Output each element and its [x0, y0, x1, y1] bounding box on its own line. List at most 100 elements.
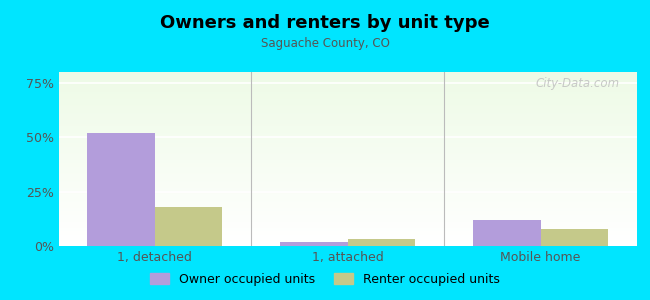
Bar: [58, 224, 637, 225]
Bar: [58, 169, 637, 170]
Bar: [58, 230, 637, 231]
Bar: [58, 134, 637, 135]
Bar: [58, 98, 637, 99]
Bar: [58, 237, 637, 238]
Bar: [58, 194, 637, 195]
Bar: [58, 139, 637, 140]
Bar: [58, 79, 637, 80]
Bar: [58, 118, 637, 119]
Bar: [58, 165, 637, 166]
Bar: [58, 72, 637, 73]
Bar: [58, 171, 637, 172]
Bar: [58, 111, 637, 112]
Bar: [58, 172, 637, 173]
Text: Saguache County, CO: Saguache County, CO: [261, 38, 389, 50]
Bar: [58, 75, 637, 76]
Bar: [58, 196, 637, 197]
Bar: [58, 78, 637, 79]
Bar: [58, 113, 637, 114]
Bar: [58, 203, 637, 204]
Bar: [58, 177, 637, 178]
Bar: [58, 117, 637, 118]
Bar: [58, 87, 637, 88]
Bar: [58, 180, 637, 181]
Bar: [58, 210, 637, 211]
Bar: [58, 105, 637, 106]
Bar: [58, 209, 637, 210]
Bar: [58, 244, 637, 245]
Bar: [58, 173, 637, 174]
Bar: [58, 77, 637, 78]
Legend: Owner occupied units, Renter occupied units: Owner occupied units, Renter occupied un…: [146, 268, 504, 291]
Bar: [58, 154, 637, 155]
Bar: [58, 185, 637, 186]
Bar: [58, 131, 637, 132]
Bar: [58, 231, 637, 232]
Bar: [58, 245, 637, 246]
Bar: [58, 222, 637, 223]
Bar: [87, 133, 155, 246]
Bar: [58, 208, 637, 209]
Bar: [58, 99, 637, 100]
Bar: [58, 167, 637, 168]
Bar: [58, 130, 637, 131]
Bar: [58, 211, 637, 212]
Bar: [58, 83, 637, 84]
Bar: [58, 204, 637, 205]
Bar: [58, 152, 637, 153]
Bar: [58, 188, 637, 189]
Bar: [58, 160, 637, 161]
Bar: [58, 85, 637, 86]
Bar: [58, 163, 637, 164]
Bar: [58, 82, 637, 83]
Bar: [58, 233, 637, 234]
Bar: [58, 186, 637, 187]
Bar: [58, 162, 637, 163]
Bar: [58, 164, 637, 165]
Bar: [58, 88, 637, 89]
Bar: [58, 156, 637, 157]
Bar: [58, 116, 637, 117]
Bar: [58, 207, 637, 208]
Bar: [58, 109, 637, 110]
Bar: [58, 213, 637, 214]
Bar: [58, 115, 637, 116]
Bar: [58, 155, 637, 156]
Bar: [58, 205, 637, 206]
Bar: [58, 106, 637, 107]
Bar: [58, 119, 637, 120]
Bar: [58, 120, 637, 121]
Bar: [58, 202, 637, 203]
Bar: [58, 140, 637, 141]
Bar: [58, 135, 637, 136]
Bar: [58, 176, 637, 177]
Bar: [58, 94, 637, 95]
Bar: [58, 96, 637, 97]
Bar: [58, 147, 637, 148]
Bar: [58, 160, 637, 161]
Text: City-Data.com: City-Data.com: [536, 77, 619, 90]
Bar: [58, 80, 637, 81]
Bar: [58, 144, 637, 145]
Bar: [58, 124, 637, 125]
Bar: [58, 184, 637, 185]
Bar: [58, 201, 637, 202]
Bar: [280, 242, 348, 246]
Bar: [58, 101, 637, 102]
Bar: [58, 215, 637, 216]
Bar: [58, 108, 637, 109]
Bar: [58, 97, 637, 98]
Bar: [58, 102, 637, 103]
Bar: [58, 212, 637, 213]
Bar: [58, 128, 637, 129]
Bar: [58, 136, 637, 137]
Bar: [58, 216, 637, 217]
Bar: [58, 153, 637, 154]
Bar: [58, 183, 637, 184]
Bar: [58, 228, 637, 229]
Bar: [58, 146, 637, 147]
Bar: [58, 125, 637, 126]
Bar: [473, 220, 541, 246]
Bar: [58, 238, 637, 239]
Bar: [58, 95, 637, 96]
